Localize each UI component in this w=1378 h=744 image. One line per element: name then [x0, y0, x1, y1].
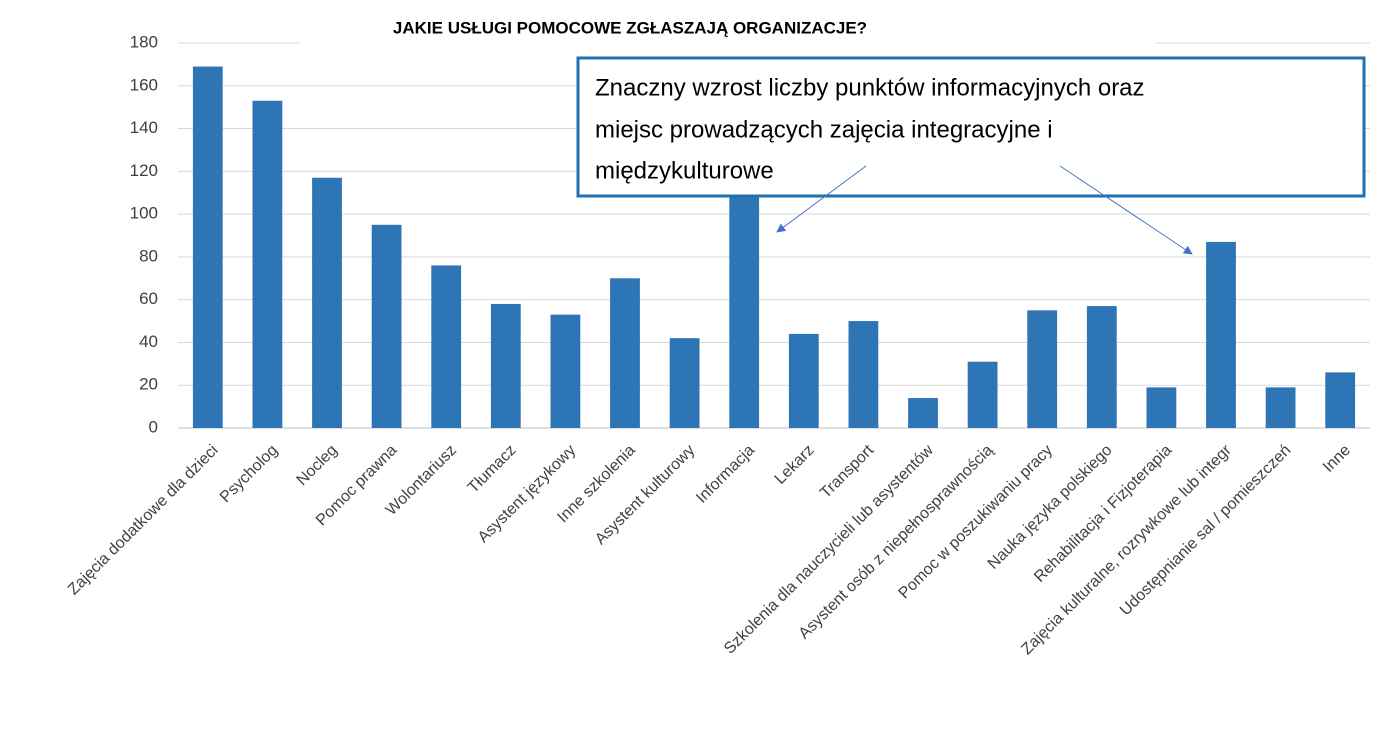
x-tick-label: Nocleg	[294, 442, 341, 489]
y-tick-label: 160	[130, 75, 158, 94]
x-tick-label: Asystent kulturowy	[592, 442, 698, 548]
bar	[967, 361, 998, 428]
bar	[1146, 387, 1177, 428]
x-tick-label: Szkolenia dla nauczycieli lub asystentów	[721, 441, 937, 657]
x-tick-label: Zajęcia dodatkowe dla dzieci	[65, 442, 222, 599]
x-tick-label: Psycholog	[217, 442, 281, 506]
annotation-line: Znaczny wzrost liczby punktów informacyj…	[595, 74, 1145, 101]
bar	[371, 224, 402, 428]
x-tick-label: Nauka języka polskiego	[985, 442, 1116, 573]
bar	[788, 333, 819, 428]
bar	[669, 338, 700, 428]
bar	[848, 321, 879, 428]
x-tick-label: Informacja	[693, 442, 758, 507]
bar	[1086, 306, 1117, 428]
y-tick-label: 120	[130, 161, 158, 180]
bar	[908, 398, 938, 428]
title-background	[300, 14, 1155, 46]
y-tick-label: 40	[139, 332, 158, 351]
bar	[431, 265, 462, 428]
bar	[1265, 387, 1296, 428]
y-tick-label: 0	[149, 417, 158, 436]
y-tick-label: 20	[139, 375, 158, 394]
annotation-arrow	[1059, 165, 1193, 255]
y-tick-label: 100	[130, 204, 158, 223]
x-tick-label: Tłumacz	[465, 442, 520, 497]
bar	[1027, 310, 1058, 428]
y-tick-label: 180	[130, 32, 158, 51]
x-tick-label: Zajęcia kulturalne, rozrywkowe lub integ…	[1018, 441, 1235, 658]
x-tick-label: Lekarz	[772, 442, 818, 488]
bar	[610, 278, 640, 428]
annotation-box	[576, 56, 1366, 198]
bar	[729, 171, 760, 429]
x-tick-label: Inne	[1320, 442, 1354, 476]
x-tick-label: Asystent językowy	[475, 442, 579, 546]
chart-title: JAKIE USŁUGI POMOCOWE ZGŁASZAJĄ ORGANIZA…	[393, 18, 867, 37]
bar	[490, 303, 521, 428]
annotation-line: międzykulturowe	[595, 157, 774, 184]
bar	[550, 314, 581, 428]
bar	[1206, 241, 1236, 428]
bar	[192, 66, 223, 429]
annotation-line: miejsc prowadzących zajęcia integracyjne…	[595, 116, 1053, 143]
bar	[312, 177, 342, 428]
annotation-arrow	[776, 165, 867, 233]
y-tick-label: 140	[130, 118, 158, 137]
bar	[252, 100, 283, 428]
bar	[1325, 372, 1356, 428]
y-tick-label: 60	[139, 289, 158, 308]
x-tick-label: Transport	[817, 441, 877, 501]
y-tick-label: 80	[139, 246, 158, 265]
